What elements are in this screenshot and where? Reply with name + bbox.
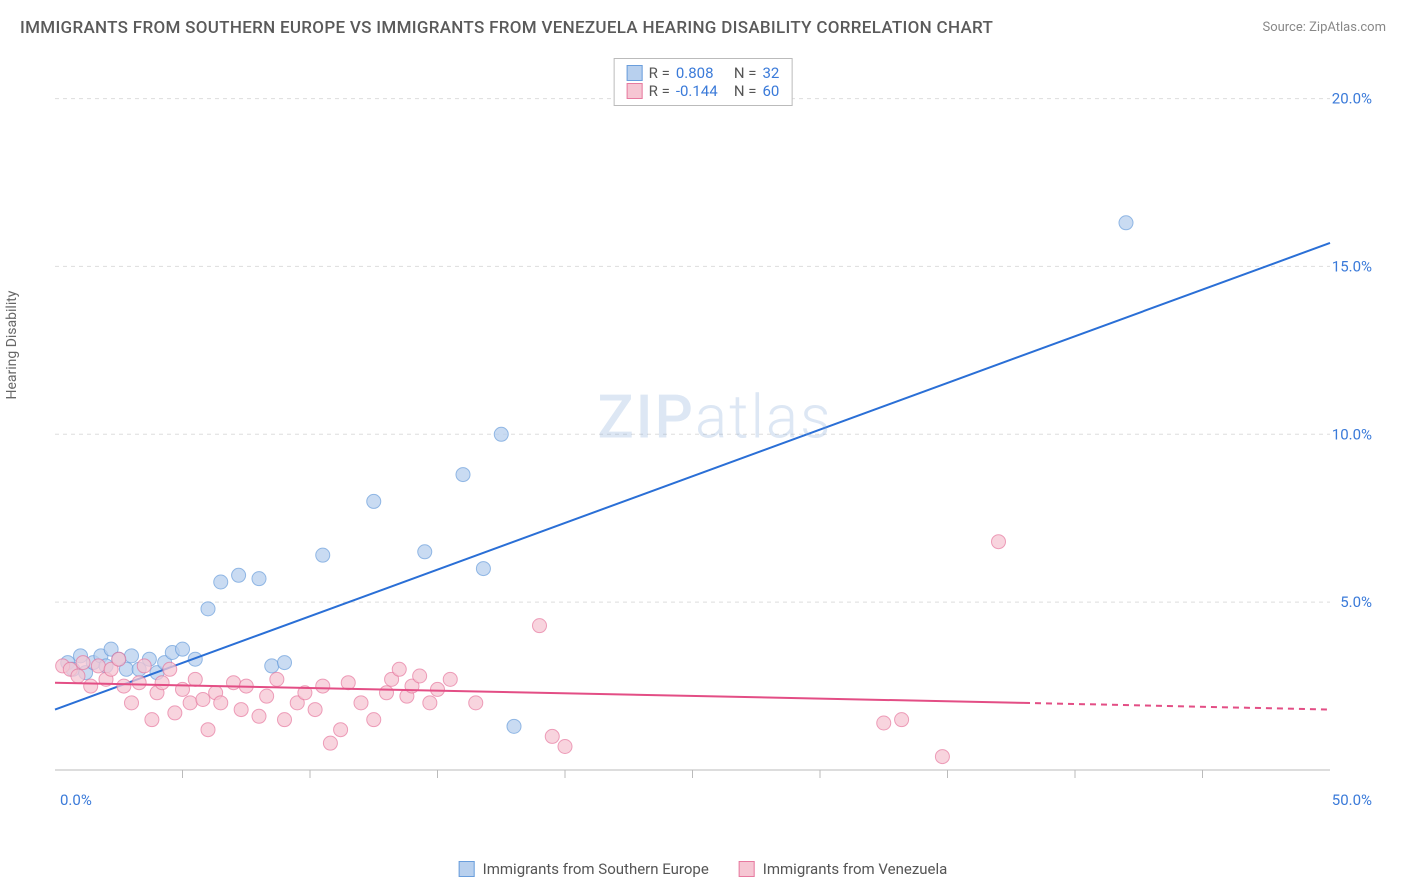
svg-text:10.0%: 10.0% <box>1332 425 1372 443</box>
legend-swatch <box>627 65 643 81</box>
source-attribution: Source: ZipAtlas.com <box>1262 20 1386 35</box>
legend-stat-row: R = 0.808 N = 32 <box>627 64 780 82</box>
svg-text:50.0%: 50.0% <box>1332 791 1372 809</box>
legend-item: Immigrants from Southern Europe <box>459 860 709 878</box>
chart-title: IMMIGRANTS FROM SOUTHERN EUROPE VS IMMIG… <box>20 18 993 38</box>
n-label: N = <box>734 82 757 100</box>
legend-label: Immigrants from Venezuela <box>763 860 948 878</box>
legend-swatch <box>627 83 643 99</box>
legend-series: Immigrants from Southern Europe Immigran… <box>459 860 948 878</box>
legend-stats: R = 0.808 N = 32 R = -0.144 N = 60 <box>614 58 793 106</box>
svg-text:5.0%: 5.0% <box>1340 593 1372 611</box>
svg-text:15.0%: 15.0% <box>1332 257 1372 275</box>
plot-area: 5.0%10.0%15.0%20.0%0.0%50.0% ZIPatlas <box>50 55 1380 825</box>
legend-stat-row: R = -0.144 N = 60 <box>627 82 780 100</box>
r-value: -0.144 <box>676 82 728 100</box>
n-label: N = <box>734 64 757 82</box>
r-value: 0.808 <box>676 64 728 82</box>
legend-label: Immigrants from Southern Europe <box>483 860 709 878</box>
scatter-chart-svg: 5.0% 10.0% 15.0% 20.0% 0.0% 50.0% <box>50 55 1380 825</box>
svg-text:0.0%: 0.0% <box>60 791 92 809</box>
legend-swatch <box>459 861 475 877</box>
legend-swatch <box>739 861 755 877</box>
r-label: R = <box>649 82 670 100</box>
n-value: 60 <box>762 82 779 100</box>
r-label: R = <box>649 64 670 82</box>
n-value: 32 <box>762 64 779 82</box>
svg-text:20.0%: 20.0% <box>1332 90 1372 108</box>
legend-item: Immigrants from Venezuela <box>739 860 948 878</box>
y-axis-label: Hearing Disability <box>4 291 20 400</box>
